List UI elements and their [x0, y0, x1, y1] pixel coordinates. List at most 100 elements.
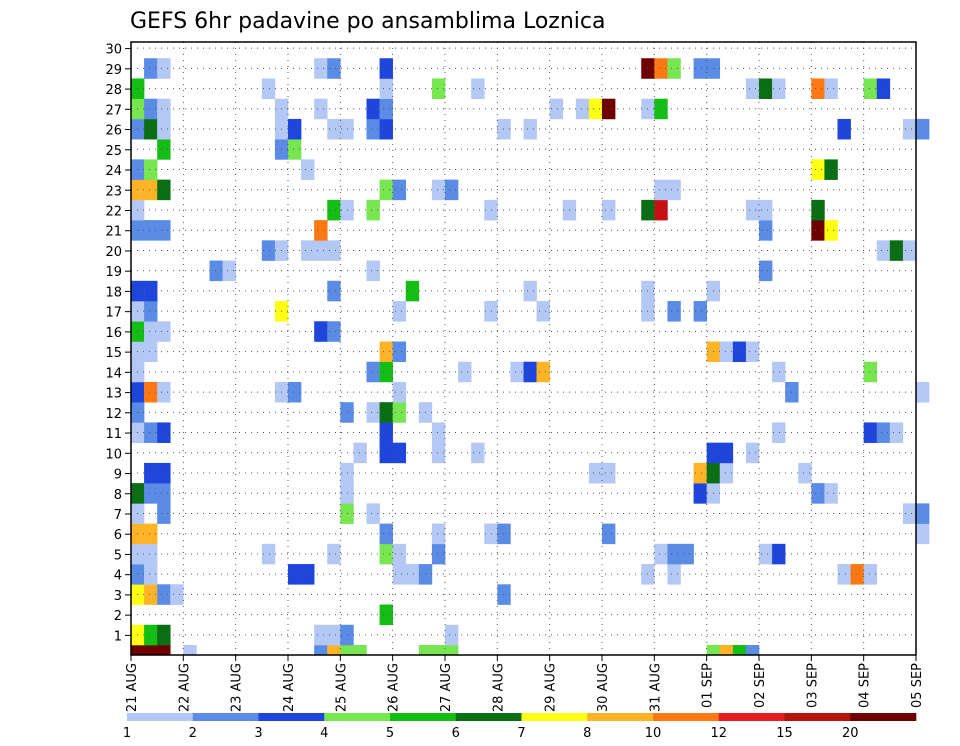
heatmap-cell — [654, 179, 668, 201]
legend-swatch — [390, 713, 457, 721]
y-tick-label: 7 — [114, 508, 122, 523]
legend-swatch — [784, 713, 851, 721]
heatmap-cell — [902, 118, 917, 140]
heatmap-cell — [693, 301, 707, 322]
heatmap-cell — [157, 483, 171, 504]
heatmap-cell — [379, 361, 393, 383]
y-tick-label: 28 — [105, 83, 122, 98]
heatmap-cell — [602, 523, 616, 545]
heatmap-cell — [301, 564, 315, 585]
heatmap-cell — [392, 442, 407, 464]
legend-label: 20 — [842, 726, 859, 741]
x-tick-label: 29 AUG — [544, 663, 559, 712]
x-tick-label: 23 AUG — [230, 663, 245, 712]
heatmap-cell — [144, 645, 158, 656]
heatmap-cell — [445, 624, 459, 646]
heatmap-cell — [418, 645, 433, 656]
heatmap-cell — [157, 503, 171, 524]
y-tick-label: 21 — [105, 225, 122, 240]
heatmap-cell — [824, 483, 838, 504]
y-axis: 1234567891011121314151617181920212223242… — [105, 43, 131, 644]
heatmap-cell — [144, 280, 158, 302]
heatmap-cell — [366, 98, 380, 120]
heatmap-cell — [261, 240, 276, 261]
heatmap-cell — [301, 240, 315, 261]
legend-label: 5 — [386, 726, 394, 741]
heatmap-cell — [431, 78, 446, 99]
legend-swatch — [192, 713, 259, 721]
legend-swatch — [127, 713, 194, 721]
y-tick-label: 10 — [105, 447, 122, 462]
heatmap-cell — [811, 483, 825, 504]
heatmap-cell — [837, 564, 851, 585]
heatmap-cell — [772, 78, 786, 99]
legend-swatch — [258, 713, 325, 721]
heatmap-cell — [366, 199, 380, 221]
heatmap-cell — [667, 58, 681, 79]
legend-label: 4 — [320, 726, 328, 741]
y-tick-label: 16 — [105, 326, 122, 341]
x-tick-label: 22 AUG — [177, 663, 192, 712]
heatmap-cell — [366, 361, 380, 383]
heatmap-cell — [288, 118, 302, 140]
heatmap-cell — [144, 584, 158, 605]
heatmap-cell — [693, 462, 707, 484]
heatmap-cell — [824, 220, 838, 241]
y-tick-label: 8 — [114, 488, 122, 503]
heatmap-cell — [261, 543, 276, 565]
legend-label: 7 — [517, 726, 525, 741]
heatmap-cell — [144, 523, 158, 545]
heatmap-cell — [144, 118, 158, 140]
heatmap-cell — [876, 240, 891, 261]
heatmap-cell — [523, 361, 537, 383]
heatmap-cell — [889, 240, 904, 261]
heatmap-cell — [288, 564, 302, 585]
y-tick-label: 24 — [105, 164, 122, 179]
legend-swatch — [587, 713, 654, 721]
heatmap-cell — [811, 220, 825, 241]
y-tick-label: 4 — [114, 569, 122, 584]
heatmap-cell — [602, 462, 616, 484]
heatmap-cell — [719, 442, 734, 464]
heatmap-cell — [288, 381, 302, 403]
legend-swatch — [850, 713, 917, 721]
heatmap-cell — [811, 199, 825, 221]
heatmap-cell — [157, 179, 171, 201]
heatmap-cell — [824, 159, 838, 180]
heatmap-cell — [379, 523, 393, 545]
heatmap-cell — [392, 564, 407, 585]
heatmap-cell — [144, 483, 158, 504]
heatmap-cell — [144, 220, 158, 241]
legend-label: 2 — [189, 726, 197, 741]
legend-label: 3 — [254, 726, 262, 741]
heatmap-cell — [157, 98, 171, 120]
heatmap-cell — [392, 179, 407, 201]
heatmap-cell — [759, 220, 773, 241]
x-tick-label: 05 SEP — [910, 663, 925, 708]
heatmap-cell — [693, 483, 707, 504]
heatmap-cell — [536, 361, 550, 383]
y-tick-label: 17 — [105, 306, 122, 321]
heatmap-cell — [144, 179, 158, 201]
y-tick-label: 12 — [105, 407, 122, 422]
heatmap-cell — [144, 381, 158, 403]
heatmap-cell — [392, 381, 407, 403]
heatmap-cell — [745, 645, 760, 656]
heatmap-cell — [916, 523, 930, 545]
heatmap-cell — [837, 118, 851, 140]
y-tick-label: 26 — [105, 124, 122, 139]
heatmap-cell — [759, 78, 773, 99]
heatmap-cell — [745, 442, 760, 464]
heatmap-cell — [131, 645, 145, 656]
heatmap-cell — [471, 78, 485, 99]
heatmap-cell — [144, 341, 158, 363]
heatmap-cell — [431, 543, 446, 565]
heatmap-cell — [405, 564, 420, 585]
heatmap-cell — [916, 118, 930, 140]
heatmap-cell — [379, 442, 393, 464]
legend-swatch — [324, 713, 391, 721]
heatmap-cell — [379, 341, 393, 363]
heatmap-cell — [575, 98, 590, 120]
heatmap-cell — [157, 58, 171, 79]
